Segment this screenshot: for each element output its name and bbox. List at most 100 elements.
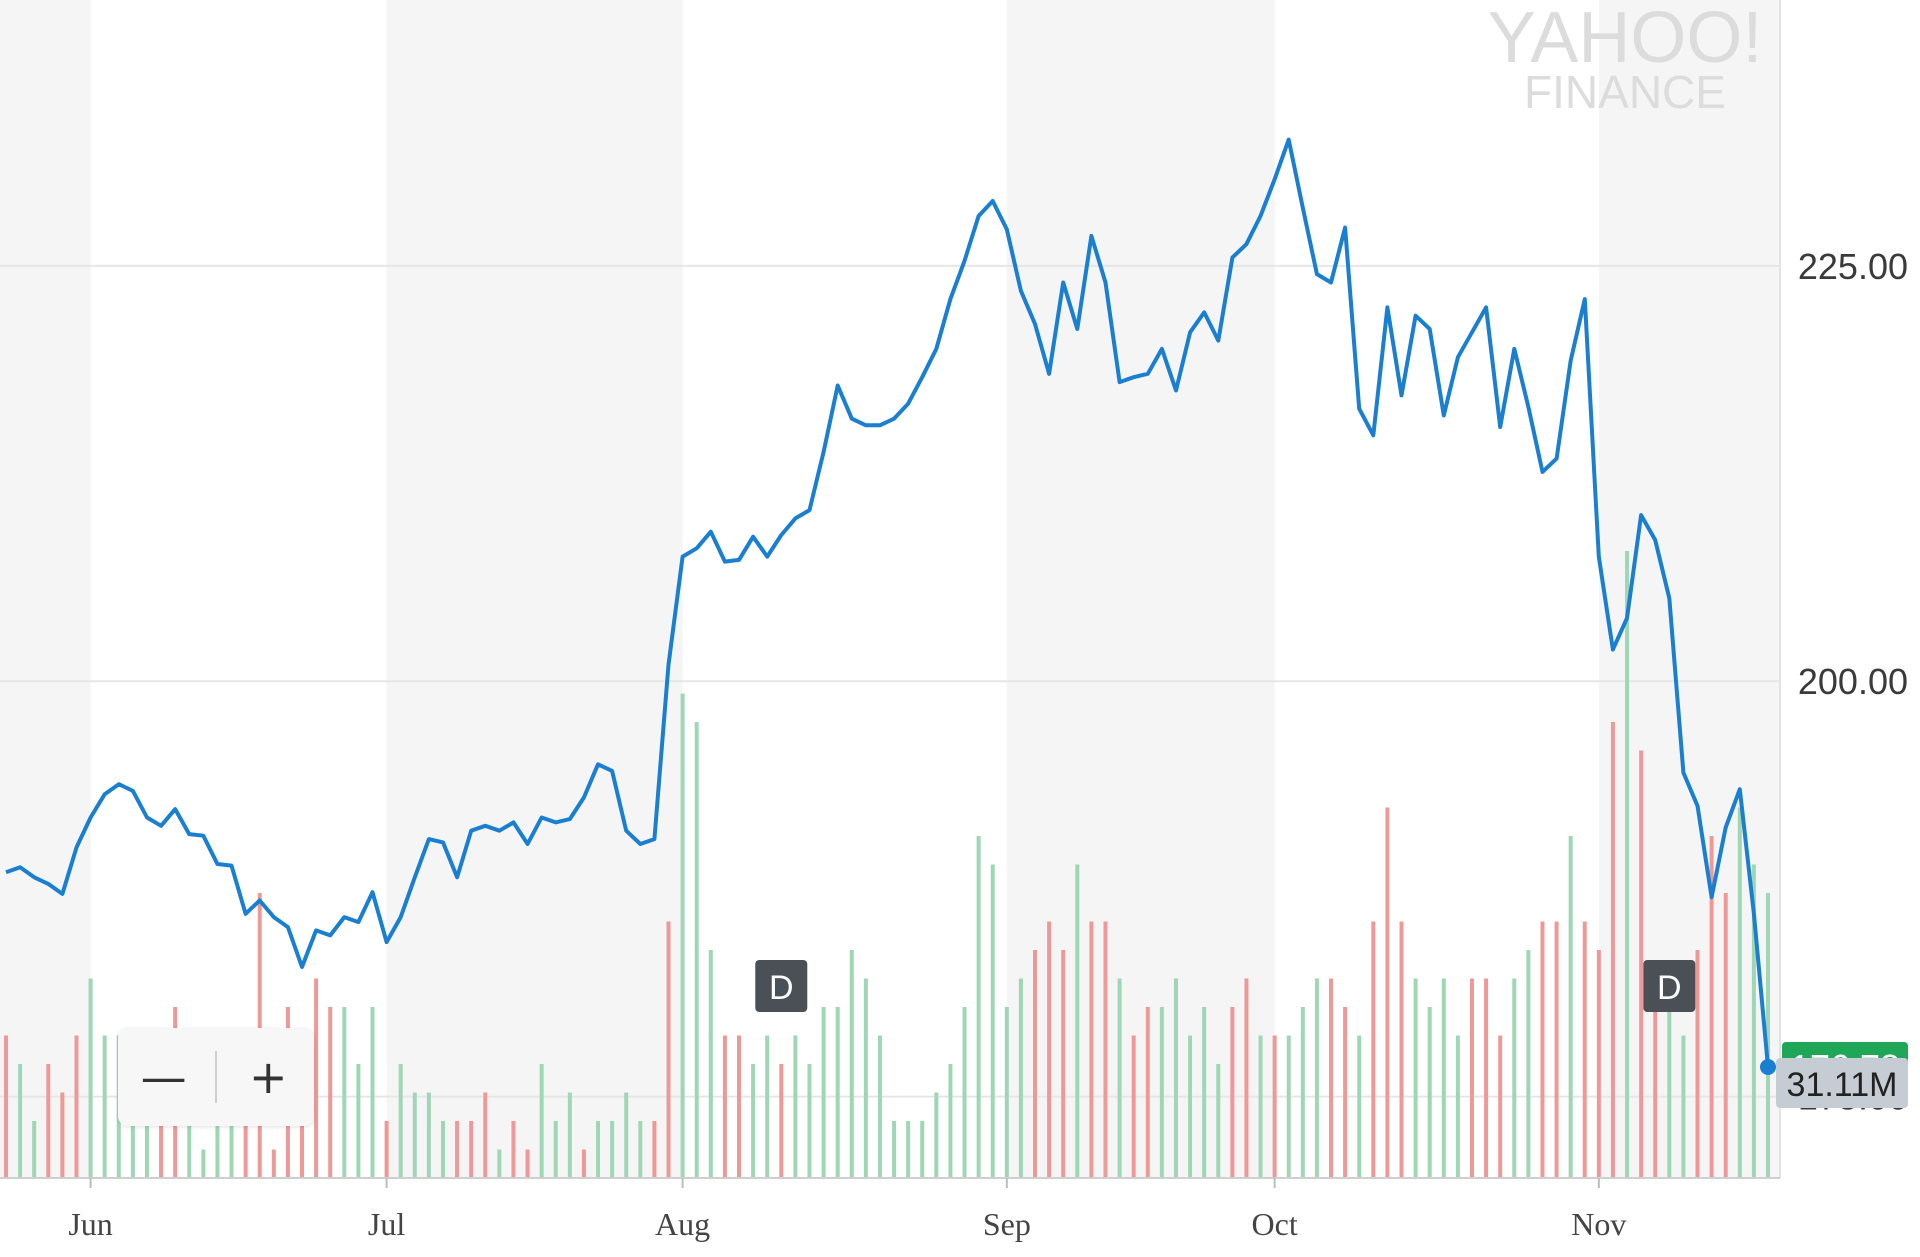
watermark-line2: FINANCE [1524, 66, 1726, 118]
volume-bar [1145, 1007, 1150, 1178]
volume-bar [1751, 864, 1756, 1178]
volume-bar [1610, 722, 1615, 1178]
month-label: Jul [368, 1206, 405, 1242]
volume-bar [1667, 978, 1672, 1178]
volume-bar [1117, 978, 1122, 1178]
volume-bar [1202, 1007, 1207, 1178]
volume-bar [694, 722, 699, 1178]
volume-bar [1723, 893, 1728, 1178]
volume-bar [962, 1007, 967, 1178]
volume-bar [88, 978, 93, 1178]
volume-bar [525, 1149, 530, 1178]
watermark-line1: YAHOO! [1488, 0, 1763, 78]
volume-bar [342, 1007, 347, 1178]
dividend-marker: D [755, 960, 808, 1012]
volume-bar [1385, 807, 1390, 1178]
volume-bar [102, 1035, 107, 1178]
volume-bar [412, 1092, 417, 1178]
volume-bar [765, 1035, 770, 1178]
price-line [5, 137, 1770, 1068]
last-price-dot [1760, 1059, 1776, 1076]
volume-bar [1625, 551, 1630, 1178]
volume-bar [1131, 1035, 1136, 1178]
volume-bar [722, 1035, 727, 1178]
volume-bar [1216, 1064, 1221, 1178]
dividend-marker-box [755, 960, 808, 1012]
volume-bar [624, 1092, 629, 1178]
yahoo-finance-watermark: YAHOO! FINANCE [1488, 0, 1763, 118]
volume-bar [835, 1007, 840, 1178]
grid-lines [0, 264, 1780, 1098]
volume-bar [1286, 1035, 1291, 1178]
volume-bar [1188, 1035, 1193, 1178]
volume-bar [1455, 1035, 1460, 1178]
month-label: Nov [1571, 1206, 1626, 1242]
volume-bar [849, 950, 854, 1178]
zoom-separator [214, 1051, 217, 1103]
volume-bar [1582, 921, 1587, 1178]
volume-bar [1357, 1035, 1362, 1178]
month-label: Aug [655, 1206, 710, 1242]
dividend-marker-box [1643, 960, 1696, 1012]
volume-bar [1427, 1007, 1432, 1178]
volume-bar [1498, 1035, 1503, 1178]
volume-bar [920, 1121, 925, 1178]
volume-bar [567, 1092, 572, 1178]
volume-bar [328, 1007, 333, 1178]
volume-bar [1596, 950, 1601, 1178]
volume-bar [680, 693, 685, 1178]
volume-bar [934, 1092, 939, 1178]
volume-bar [1737, 807, 1742, 1178]
volume-bar [821, 1007, 826, 1178]
volume-bar [863, 978, 868, 1178]
volume-bar [877, 1035, 882, 1178]
volume-bar [708, 950, 713, 1178]
volume-bar [1004, 1007, 1009, 1178]
month-bands [0, 0, 1781, 1178]
volume-bar [4, 1035, 8, 1178]
volume-bar [1766, 893, 1770, 1178]
zoom-out-button[interactable]: — [140, 1050, 187, 1104]
x-axis-labels: Jun Jul Aug Sep Oct Nov [68, 1178, 1626, 1242]
volume-bar [497, 1149, 502, 1178]
volume-bar [159, 1092, 164, 1178]
month-label: Jun [68, 1206, 112, 1242]
volume-bar [1089, 921, 1094, 1178]
volume-bar [1300, 1007, 1305, 1178]
dividend-marker-label: D [769, 969, 794, 1007]
volume-bar [1061, 950, 1066, 1178]
volume-bar [1018, 978, 1023, 1178]
volume-bar [469, 1121, 474, 1178]
volume-bar [1639, 750, 1644, 1178]
volume-bar [1173, 978, 1178, 1178]
volume-bar [1526, 950, 1531, 1178]
month-band [1006, 0, 1275, 1178]
volume-bar [638, 1121, 643, 1178]
volume-bar [751, 1064, 756, 1178]
volume-bar [1244, 978, 1249, 1178]
volume-bar [793, 1035, 798, 1178]
month-band [0, 0, 91, 1178]
volume-bar [1314, 978, 1319, 1178]
zoom-in-button[interactable]: + [249, 1050, 288, 1104]
volume-bar [1103, 921, 1108, 1178]
volume-bar [187, 1121, 192, 1178]
volume-bar [666, 921, 671, 1178]
volume-bar [779, 1064, 784, 1178]
volume-bar [384, 1121, 389, 1178]
volume-bar [1554, 921, 1559, 1178]
volume-bar [1033, 950, 1038, 1178]
volume-bar [356, 1064, 361, 1178]
volume-bar [736, 1035, 741, 1178]
y-tick-label: 225.00 [1798, 246, 1908, 287]
volume-bar [1512, 978, 1517, 1178]
volume-bar [1343, 1007, 1348, 1178]
volume-bar [1540, 921, 1545, 1178]
volume-bar [1484, 978, 1489, 1178]
volume-bar [370, 1007, 375, 1178]
month-label: Oct [1252, 1206, 1298, 1242]
volume-bar [892, 1121, 897, 1178]
volume-bar [652, 1121, 657, 1178]
